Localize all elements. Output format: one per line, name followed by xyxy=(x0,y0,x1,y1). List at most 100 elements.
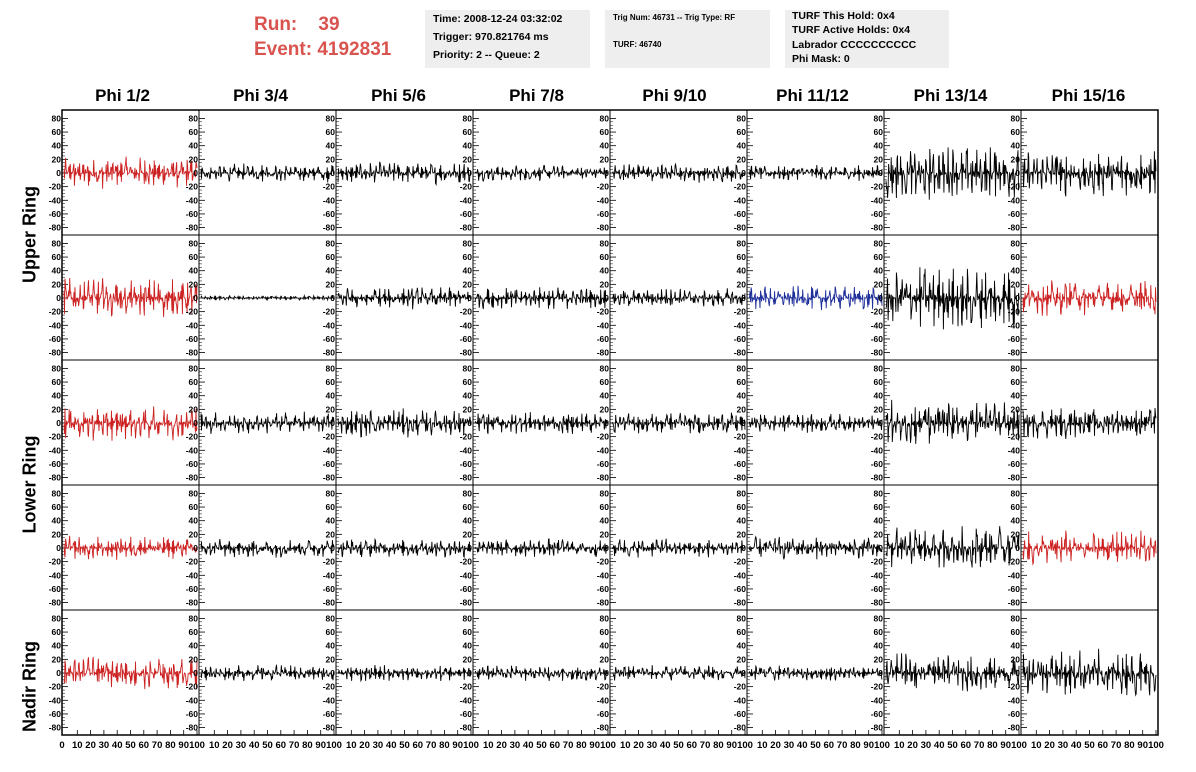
y-tick-label: -80 xyxy=(49,348,62,358)
y-tick-label: -40 xyxy=(49,570,62,580)
x-tick-label: 50 xyxy=(399,740,410,751)
y-tick-label: -80 xyxy=(597,223,610,233)
y-tick-label: 20 xyxy=(463,654,473,664)
y-tick-label: 60 xyxy=(1011,127,1021,137)
y-tick-label: -60 xyxy=(871,709,884,719)
y-tick-label: 60 xyxy=(326,252,336,262)
y-tick-label: 40 xyxy=(326,391,336,401)
phi-mask-text: Phi Mask: 0 xyxy=(792,53,850,65)
y-tick-label: 40 xyxy=(463,641,473,651)
y-tick-label: 80 xyxy=(600,238,610,248)
event-value: 4192831 xyxy=(317,39,392,60)
y-tick-label: -80 xyxy=(323,723,336,733)
y-tick-label: 40 xyxy=(600,516,610,526)
y-tick-label: 0 xyxy=(741,168,746,178)
x-tick-label: 50 xyxy=(810,740,821,751)
y-tick-label: 60 xyxy=(52,252,62,262)
y-tick-label: 0 xyxy=(330,418,335,428)
x-tick-label: 40 xyxy=(1071,740,1082,751)
y-tick-label: 80 xyxy=(874,613,884,623)
y-tick-label: 40 xyxy=(737,641,747,651)
x-tick-label: 10 xyxy=(483,740,494,751)
x-tick-label: 90 xyxy=(863,740,874,751)
y-tick-label: -80 xyxy=(323,223,336,233)
y-tick-label: -20 xyxy=(49,432,62,442)
x-tick-label: 20 xyxy=(633,740,644,751)
y-tick-label: 40 xyxy=(326,141,336,151)
y-tick-label: -40 xyxy=(49,445,62,455)
y-tick-label: -20 xyxy=(1008,432,1021,442)
y-tick-label: -80 xyxy=(1008,223,1021,233)
y-tick-label: 20 xyxy=(189,529,199,539)
y-tick-label: -20 xyxy=(871,432,884,442)
y-tick-label: 80 xyxy=(463,363,473,373)
y-tick-label: 0 xyxy=(467,293,472,303)
y-tick-label: 60 xyxy=(874,377,884,387)
y-tick-label: -20 xyxy=(1008,557,1021,567)
y-tick-label: 20 xyxy=(189,279,199,289)
y-tick-label: -60 xyxy=(871,334,884,344)
x-tick-label: 80 xyxy=(987,740,998,751)
y-tick-label: -60 xyxy=(323,584,336,594)
y-tick-label: 20 xyxy=(463,154,473,164)
y-tick-label: 20 xyxy=(463,404,473,414)
x-tick-label: 10 xyxy=(209,740,220,751)
x-tick-label: 60 xyxy=(139,740,150,751)
y-tick-label: 60 xyxy=(52,127,62,137)
run-label: Run: xyxy=(254,14,298,35)
waveform-trace xyxy=(200,663,335,681)
x-tick-label: 30 xyxy=(236,740,247,751)
x-tick-label: 100 xyxy=(737,740,753,751)
x-tick-label: 50 xyxy=(947,740,958,751)
run-value: 39 xyxy=(318,14,340,35)
y-tick-label: 80 xyxy=(874,238,884,248)
y-tick-label: 20 xyxy=(737,404,747,414)
x-tick-label: 30 xyxy=(99,740,110,751)
x-tick-label: 10 xyxy=(346,740,357,751)
y-tick-label: -40 xyxy=(186,195,199,205)
phi-header-2: Phi 3/4 xyxy=(233,86,288,105)
y-tick-label: -80 xyxy=(871,723,884,733)
waveform-trace xyxy=(611,538,746,558)
x-tick-label: 40 xyxy=(249,740,260,751)
y-tick-label: 60 xyxy=(463,377,473,387)
y-tick-label: -80 xyxy=(49,473,62,483)
y-tick-label: 0 xyxy=(193,293,198,303)
x-tick-label: 60 xyxy=(687,740,698,751)
x-tick-label: 90 xyxy=(726,740,737,751)
x-tick-label: 10 xyxy=(894,740,905,751)
y-tick-label: 80 xyxy=(600,613,610,623)
waveform-trace xyxy=(338,665,472,683)
y-tick-label: -20 xyxy=(186,307,199,317)
x-tick-label: 80 xyxy=(165,740,176,751)
y-tick-label: -80 xyxy=(323,598,336,608)
y-tick-label: 60 xyxy=(326,377,336,387)
y-tick-label: 40 xyxy=(600,141,610,151)
y-tick-label: 40 xyxy=(52,516,62,526)
y-tick-label: 60 xyxy=(189,502,199,512)
y-tick-label: -20 xyxy=(597,557,610,567)
y-tick-label: 60 xyxy=(874,502,884,512)
y-tick-label: -60 xyxy=(460,709,473,719)
y-tick-label: 0 xyxy=(56,418,61,428)
y-tick-label: 40 xyxy=(737,516,747,526)
waveform-trace xyxy=(474,287,609,310)
y-tick-label: 20 xyxy=(326,404,336,414)
y-tick-label: 60 xyxy=(600,502,610,512)
trigger-text: Trigger: 970.821764 ms xyxy=(433,31,549,43)
y-tick-label: -20 xyxy=(460,557,473,567)
y-tick-label: 0 xyxy=(878,543,883,553)
y-tick-label: 80 xyxy=(326,488,336,498)
waveform-trace xyxy=(63,406,198,441)
y-tick-label: 40 xyxy=(874,516,884,526)
y-tick-label: -80 xyxy=(460,723,473,733)
x-tick-label: 70 xyxy=(974,740,985,751)
x-tick-label: 10 xyxy=(72,740,83,751)
waveform-trace xyxy=(1022,407,1157,440)
y-tick-label: 80 xyxy=(189,488,199,498)
y-tick-label: 80 xyxy=(1011,363,1021,373)
x-tick-label: 90 xyxy=(589,740,600,751)
y-tick-label: 0 xyxy=(604,168,609,178)
y-tick-label: 40 xyxy=(189,266,199,276)
panel-frame xyxy=(746,359,885,486)
